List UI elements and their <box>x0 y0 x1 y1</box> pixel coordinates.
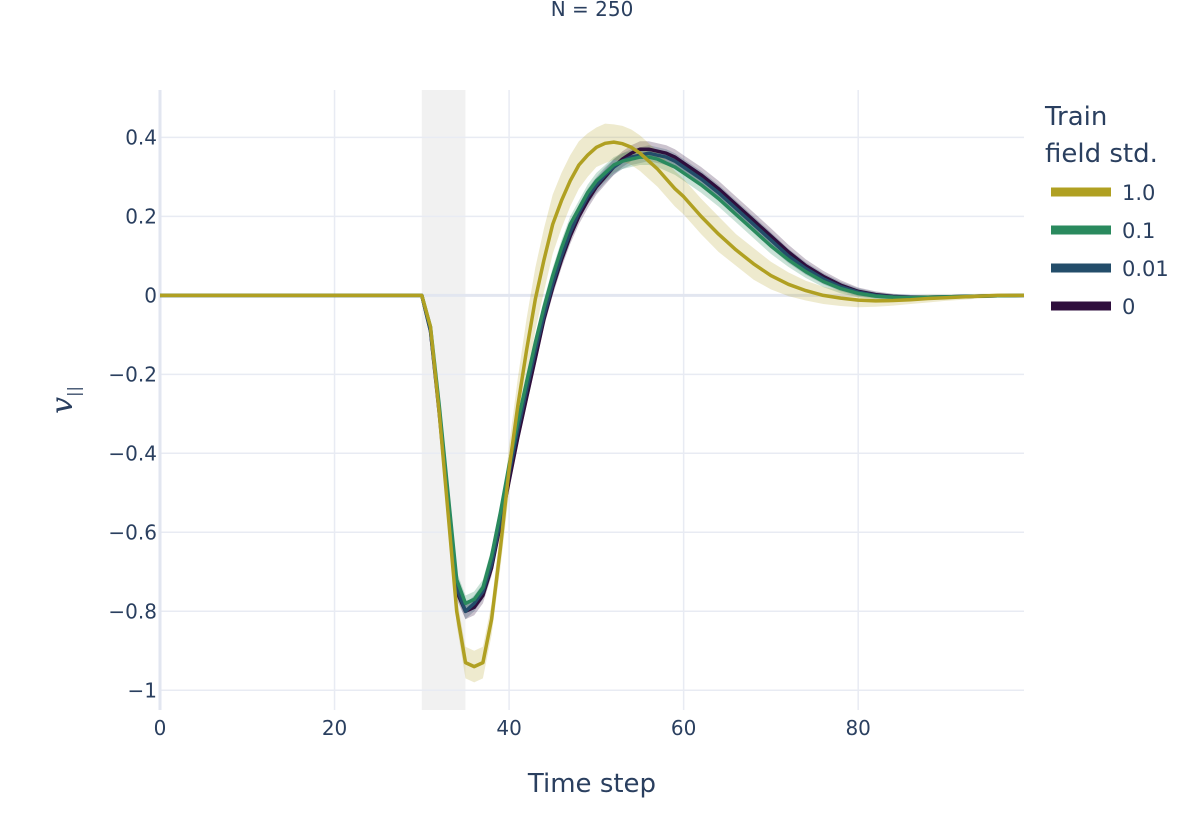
y-tick-label: −0.4 <box>108 441 157 465</box>
y-axis-title-subscript: || <box>64 386 83 397</box>
legend-label: 0 <box>1122 295 1135 319</box>
series-line-0-1 <box>160 155 1025 606</box>
x-tick-label: 0 <box>154 716 167 740</box>
highlight-region <box>421 90 466 710</box>
y-tick-label: −0.2 <box>108 362 157 386</box>
series-line-0-01 <box>160 151 1025 614</box>
series-lines <box>160 140 1025 669</box>
confidence-bands <box>160 123 1024 683</box>
svg-text:v||: v|| <box>45 386 83 414</box>
legend-item-0[interactable]: 0 <box>1051 295 1135 319</box>
x-tick-label: 80 <box>845 716 870 740</box>
y-axis-title-symbol: v <box>45 397 80 414</box>
legend-item-0-1[interactable]: 0.1 <box>1051 219 1155 243</box>
legend-label: 0.1 <box>1122 219 1155 243</box>
x-tick-label: 40 <box>496 716 521 740</box>
y-tick-label: −0.6 <box>108 520 157 544</box>
tick-labels: 0 20 40 60 80 0.4 0.2 0 −0.2 −0.4 −0.6 −0.8 −1 <box>108 125 870 740</box>
y-tick-label: −0.8 <box>108 599 157 623</box>
legend-item-0-01[interactable]: 0.01 <box>1051 257 1169 281</box>
y-axis-title: v|| <box>45 386 83 414</box>
y-tick-label: 0.4 <box>125 125 157 149</box>
y-tick-label: 0 <box>144 283 157 307</box>
band-1-0 <box>160 123 1024 683</box>
legend-item-1-0[interactable]: 1.0 <box>1051 181 1155 205</box>
x-tick-label: 60 <box>671 716 696 740</box>
y-tick-label: 0.2 <box>125 204 157 228</box>
x-axis-title: Time step <box>527 769 656 799</box>
band-0 <box>160 141 1024 620</box>
band-0-01 <box>160 145 1024 620</box>
legend-label: 0.01 <box>1122 257 1169 281</box>
chart-title: N = 250 <box>551 0 634 21</box>
legend[interactable]: Train field std. 1.0 0.1 0.01 0 <box>1044 102 1169 319</box>
legend-label: 1.0 <box>1122 181 1155 205</box>
y-tick-label: −1 <box>128 678 157 702</box>
highlight-region-layer <box>421 90 466 710</box>
x-tick-label: 20 <box>322 716 347 740</box>
series-line-0 <box>160 147 1025 614</box>
band-0-1 <box>160 149 1024 612</box>
legend-title-line-1: Train <box>1044 102 1107 132</box>
legend-title-line-2: field std. <box>1045 139 1158 169</box>
series-line-1-0 <box>160 140 1024 669</box>
